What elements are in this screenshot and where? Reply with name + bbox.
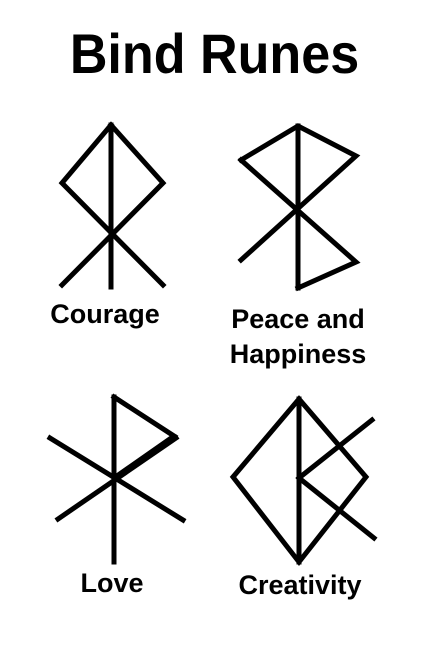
- peace-happiness-label-line-1: Peace and: [231, 304, 365, 334]
- peace-happiness-label-line-2: Happiness: [229, 339, 367, 370]
- creativity-rune-icon: [229, 395, 378, 567]
- love-rune-icon: [46, 393, 187, 565]
- peace-happiness-rune-icon: [237, 123, 361, 292]
- page-title: Bind Runes: [69, 22, 360, 85]
- creativity-label: Creativity: [238, 570, 362, 600]
- love-label: Love: [80, 568, 144, 598]
- courage-rune-icon: [58, 121, 167, 290]
- peace-happiness-label: Peace and Happiness: [218, 302, 378, 372]
- courage-label: Courage: [50, 299, 160, 329]
